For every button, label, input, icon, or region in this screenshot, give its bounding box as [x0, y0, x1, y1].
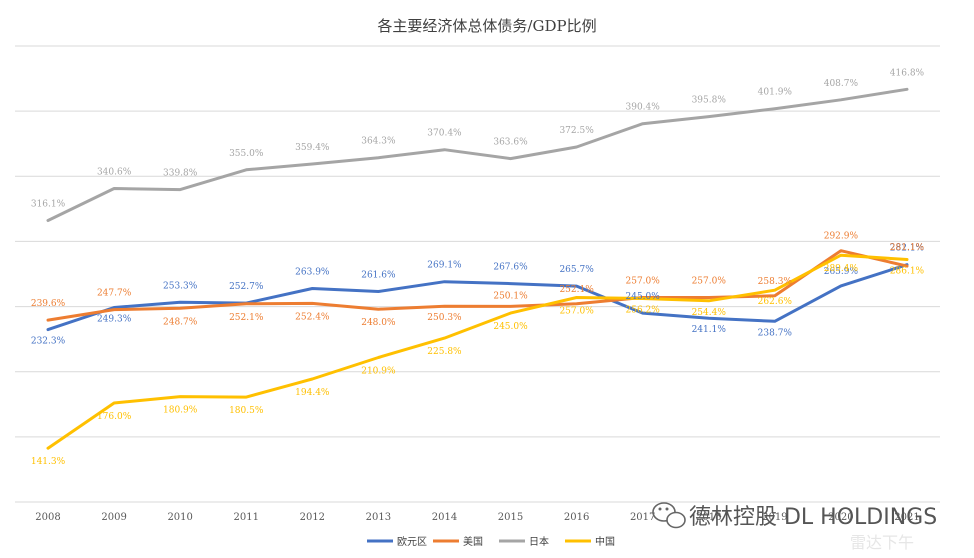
gridlines	[15, 45, 940, 503]
data-label: 261.6%	[361, 270, 396, 280]
data-label: 225.8%	[427, 347, 462, 357]
data-label: 263.9%	[295, 267, 330, 277]
data-label: 250.1%	[493, 291, 528, 301]
x-tick-label: 2011	[234, 512, 259, 523]
legend-label: 日本	[529, 535, 549, 548]
x-tick-label: 2008	[35, 512, 60, 523]
data-label: 269.1%	[427, 261, 462, 271]
legend: 欧元区 美国 日本 中国	[367, 535, 615, 548]
x-tick-label: 2012	[300, 512, 325, 523]
data-label: 141.3%	[31, 457, 66, 467]
data-label: 281.1%	[890, 243, 925, 253]
data-label: 247.7%	[97, 289, 132, 299]
data-label: 364.3%	[361, 137, 396, 147]
data-label: 258.3%	[758, 277, 793, 287]
data-label: 265.9%	[824, 267, 859, 277]
data-label: 252.1%	[559, 285, 594, 295]
legend-label: 欧元区	[397, 536, 427, 548]
x-tick-label: 2016	[564, 512, 589, 523]
data-label: 252.4%	[295, 312, 330, 322]
data-label: 289.4%	[824, 264, 859, 274]
data-label: 267.6%	[493, 263, 528, 273]
data-label: 248.7%	[163, 317, 198, 327]
legend-label: 美国	[463, 535, 483, 548]
data-label: 180.5%	[229, 406, 264, 416]
x-tick-label: 2017	[630, 512, 655, 523]
series-line	[46, 263, 909, 332]
x-tick-label: 2009	[101, 512, 126, 523]
x-tick-label: 2014	[432, 512, 457, 523]
data-label: 363.6%	[493, 138, 528, 148]
data-label: 339.8%	[163, 169, 198, 179]
data-label: 254.4%	[692, 308, 727, 318]
data-label: 262.6%	[758, 297, 793, 307]
series-line	[46, 87, 909, 222]
watermark: 德林控股 DL HOLDINGS 雷达下午	[652, 502, 937, 552]
x-axis-ticks: 2008 2009 2010 2011 2012 2013 2014 2015 2016 2017…	[35, 512, 919, 523]
data-label: 248.0%	[361, 318, 396, 328]
x-tick-label: 2021	[894, 512, 919, 523]
chart-title: 各主要经济体总体债务/GDP比例	[377, 17, 596, 35]
x-tick-label: 2010	[167, 512, 192, 523]
wechat-icon	[652, 502, 686, 529]
series-lines	[46, 87, 909, 450]
data-label: 194.4%	[295, 388, 330, 398]
data-label: 252.1%	[229, 313, 264, 323]
data-label: 355.0%	[229, 149, 264, 159]
watermark-sub: 雷达下午	[850, 533, 914, 552]
x-tick-label: 2013	[366, 512, 391, 523]
data-label: 249.3%	[97, 314, 132, 324]
x-tick-label: 2015	[498, 512, 523, 523]
data-label: 416.8%	[890, 68, 925, 78]
data-label: 253.3%	[163, 281, 198, 291]
data-label: 180.9%	[163, 406, 198, 416]
watermark-text: 德林控股 DL HOLDINGS	[689, 505, 937, 530]
x-tick-label: 2018	[696, 512, 721, 523]
data-label: 245.0%	[493, 322, 528, 332]
data-label: 252.7%	[229, 282, 264, 292]
data-label: 282.1%	[890, 244, 925, 254]
data-label: 257.0%	[626, 276, 661, 286]
data-labels: 232.3% 249.3% 253.3% 252.7% 263.9% 261.6% 269.…	[31, 68, 925, 467]
data-label: 292.9%	[824, 232, 859, 242]
data-label: 408.7%	[824, 79, 859, 89]
data-label: 256.2%	[626, 305, 661, 315]
data-label: 241.1%	[692, 325, 727, 335]
data-label: 370.4%	[427, 129, 462, 139]
data-label: 239.6%	[31, 299, 66, 309]
data-label: 395.8%	[692, 96, 727, 106]
series-line	[46, 253, 909, 450]
data-label: 390.4%	[626, 103, 661, 113]
data-label: 238.7%	[758, 328, 793, 338]
data-label: 210.9%	[361, 367, 396, 377]
data-label: 257.0%	[692, 276, 727, 286]
data-label: 286.1%	[890, 267, 925, 277]
x-tick-label: 2019	[762, 512, 787, 523]
data-label: 250.3%	[427, 313, 462, 323]
x-tick-label: 2020	[828, 512, 853, 523]
data-label: 316.1%	[31, 199, 66, 209]
data-label: 265.7%	[559, 265, 594, 275]
data-label: 340.6%	[97, 168, 132, 178]
data-label: 372.5%	[559, 126, 594, 136]
data-label: 401.9%	[758, 88, 793, 98]
data-label: 359.4%	[295, 143, 330, 153]
data-label: 232.3%	[31, 337, 66, 347]
data-label: 176.0%	[97, 412, 132, 422]
series-line	[46, 249, 909, 322]
data-label: 257.0%	[559, 306, 594, 316]
data-label: 245.0%	[626, 292, 661, 302]
legend-label: 中国	[595, 535, 615, 548]
